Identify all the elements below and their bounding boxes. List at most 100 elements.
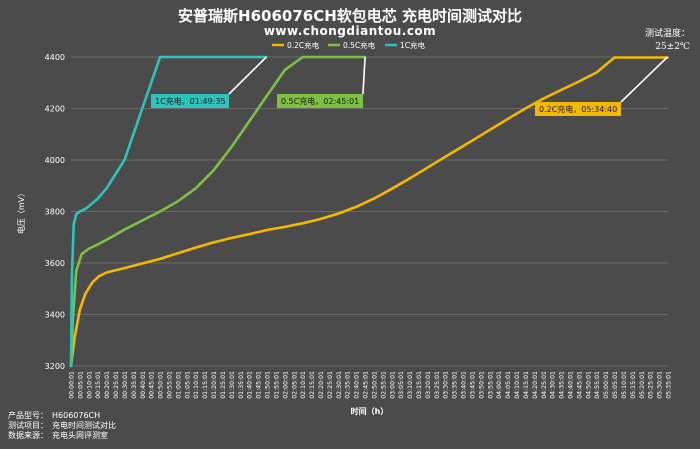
x-tick-label: 01:50:01 [265,371,272,399]
callout-line [620,56,669,103]
x-tick-label: 00:40:01 [140,371,147,399]
y-axis-label: 电压（mV） [16,189,26,234]
x-tick-label: 01:20:01 [211,371,218,399]
x-tick-label: 04:10:01 [514,371,521,399]
x-tick-label: 04:50:01 [585,371,592,399]
y-tick-label: 3600 [45,259,65,268]
x-tick-label: 02:20:01 [318,371,325,399]
callout-line [362,56,366,95]
x-tick-label: 04:00:01 [496,371,503,399]
x-tick-label: 02:35:01 [345,371,352,399]
chart-title: 安普瑞斯H606076CH软包电芯 充电时间测试对比 [178,7,522,25]
x-tick-label: 00:15:01 [95,371,102,399]
x-tick-label: 03:50:01 [478,371,485,399]
x-tick-label: 02:05:01 [291,371,298,399]
y-axis: 3200 3400 3600 3800 4000 4200 4400 [45,53,65,371]
x-tick-label: 02:40:01 [354,371,361,399]
y-tick-label: 4000 [45,156,65,165]
x-tick-label: 01:00:01 [175,371,182,399]
x-tick-label: 05:15:01 [630,371,637,399]
x-tick-label: 02:55:01 [380,371,387,399]
callout-label: 1C充电，01:49:35 [155,96,226,106]
y-tick-label: 3800 [45,208,65,217]
x-tick-label: 02:50:01 [371,371,378,399]
legend-label: 1C充电 [400,40,426,50]
callout-label: 0.2C充电，05:34:40 [539,104,617,114]
meta-label: 产品型号： [8,411,48,420]
x-tick-label: 00:05:01 [77,371,84,399]
x-tick-label: 01:05:01 [184,371,191,399]
x-tick-label: 03:40:01 [461,371,468,399]
x-axis: 00:00:01 00:05:01 00:10:01 00:15:01 00:20:01… [69,371,673,399]
x-tick-label: 03:10:01 [407,371,414,399]
x-tick-label: 03:45:01 [469,371,476,399]
annotations: 1C充电，01:49:35 0.5C充电，02:45:01 0.2C充电，05:34… [151,56,669,116]
x-tick-label: 05:05:01 [612,371,619,399]
x-tick-label: 00:45:01 [149,371,156,399]
series-line [69,55,367,368]
x-tick-label: 04:35:01 [559,371,566,399]
legend-label: 0.2C充电 [287,40,320,50]
x-tick-label: 01:45:01 [256,371,263,399]
x-tick-label: 02:15:01 [309,371,316,399]
x-tick-label: 01:40:01 [247,371,254,399]
callout-line [228,56,267,95]
callout-box [277,94,363,108]
x-tick-label: 03:05:01 [398,371,405,399]
x-tick-label: 01:25:01 [220,371,227,399]
x-tick-label: 04:45:01 [576,371,583,399]
x-tick-label: 05:20:01 [639,371,646,399]
x-tick-label: 00:55:01 [167,371,174,399]
x-axis-label: 时间（h） [351,406,389,416]
meta-info: 产品型号： H606076CH 测试项目： 充电时间测试对比 数据来源： 充电头网评测… [8,411,116,441]
x-tick-label: 04:20:01 [532,371,539,399]
x-tick-label: 03:20:01 [425,371,432,399]
meta-label: 测试项目： [8,421,48,430]
x-tick-label: 00:25:01 [113,371,120,399]
callout-box [151,94,229,108]
x-tick-label: 00:10:01 [86,371,93,399]
x-tick-label: 04:30:01 [550,371,557,399]
x-tick-label: 01:10:01 [193,371,200,399]
x-tick-label: 04:25:01 [541,371,548,399]
x-tick-label: 03:35:01 [452,371,459,399]
x-tick-label: 05:35:01 [666,371,673,399]
meta-value: 充电时间测试对比 [52,421,116,430]
series-lines [69,55,669,368]
y-tick-label: 4400 [45,53,65,62]
x-tick-label: 03:15:01 [416,371,423,399]
test-temperature: 测试温度： 25±2℃ [645,28,690,54]
callout-box [535,102,621,116]
x-tick-label: 05:30:01 [657,371,664,399]
x-tick-label: 03:55:01 [487,371,494,399]
temp-value: 25±2℃ [655,42,690,52]
y-tick-label: 3200 [45,362,65,371]
x-tick-label: 02:45:01 [363,371,370,399]
y-tick-label: 4200 [45,105,65,114]
series-line [69,55,268,368]
x-tick-label: 01:55:01 [273,371,280,399]
x-tick-label: 02:00:01 [282,371,289,399]
x-tick-label: 04:40:01 [567,371,574,399]
x-tick-label: 03:25:01 [434,371,441,399]
chart-subtitle: www.chongdiantou.com [263,24,437,38]
x-tick-label: 00:30:01 [122,371,129,399]
legend-label: 0.5C充电 [343,40,376,50]
meta-row-item: 测试项目： 充电时间测试对比 [8,421,116,431]
x-tick-label: 05:25:01 [648,371,655,399]
x-tick-label: 00:50:01 [158,371,165,399]
x-tick-label: 02:30:01 [336,371,343,399]
callout-label: 0.5C充电，02:45:01 [281,96,359,106]
meta-row-source: 数据来源： 充电头网评测室 [8,431,116,441]
x-tick-label: 04:05:01 [505,371,512,399]
x-tick-label: 00:35:01 [131,371,138,399]
x-tick-label: 04:15:01 [523,371,530,399]
series-line [69,56,669,368]
meta-row-model: 产品型号： H606076CH [8,411,116,421]
x-tick-label: 02:25:01 [327,371,334,399]
x-tick-label: 01:15:01 [202,371,209,399]
legend: 0.2C充电 0.5C充电 1C充电 [272,40,426,50]
x-tick-label: 03:00:01 [389,371,396,399]
meta-label: 数据来源： [8,431,48,440]
